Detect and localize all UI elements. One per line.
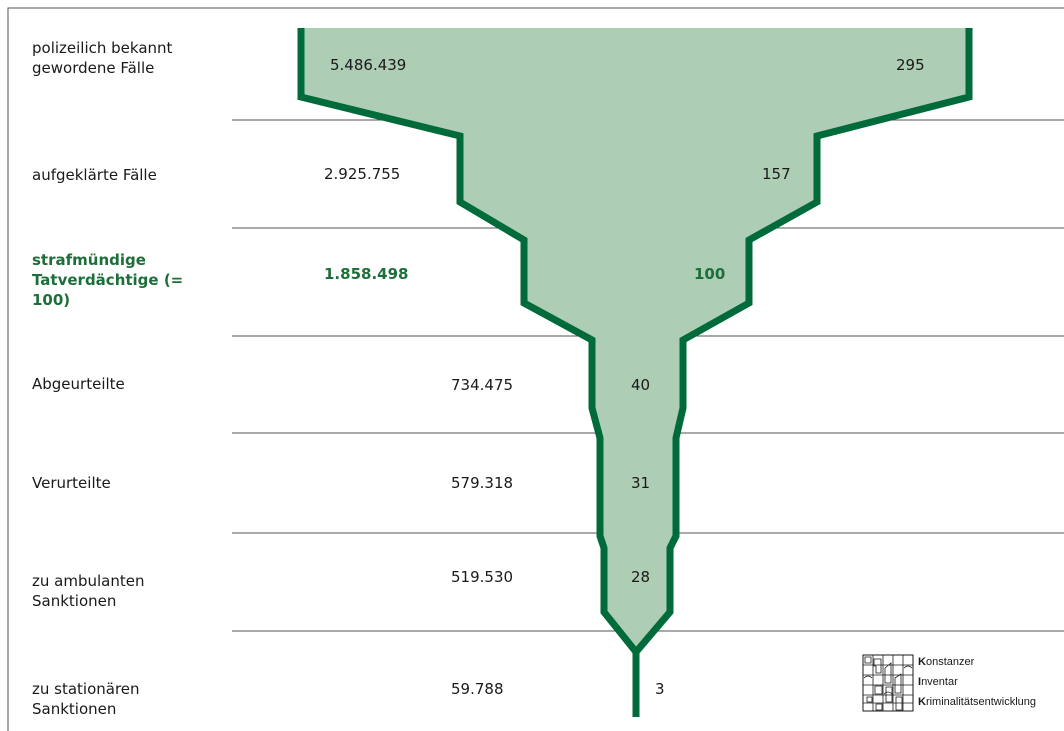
stage-label: strafmündige Tatverdächtige (= 100) [32, 251, 184, 309]
logo-line: Kriminalitätsentwicklung [918, 696, 1036, 708]
absolute-value: 734.475 [451, 376, 514, 394]
logo-line: Inventar [918, 676, 958, 688]
kik-logo: Konstanzer Inventar Kriminalitätsentwick… [862, 654, 1062, 714]
stage-label: Verurteilte [32, 474, 111, 492]
absolute-value: 59.788 [451, 680, 504, 698]
absolute-value: 5.486.439 [330, 56, 407, 74]
index-value: 100 [694, 265, 726, 283]
stage-label: zu ambulanten Sanktionen [32, 572, 145, 610]
index-value: 28 [631, 568, 651, 586]
index-value: 157 [762, 165, 791, 183]
stage-label: Abgeurteilte [32, 375, 125, 393]
stage-label: polizeilich bekannt gewordene Fälle [32, 39, 173, 77]
logo-line: Konstanzer [918, 656, 975, 668]
index-value: 40 [631, 376, 651, 394]
logo-grid-icon [862, 654, 914, 712]
chart-frame [7, 7, 1064, 731]
absolute-value: 579.318 [451, 474, 514, 492]
absolute-value: 1.858.498 [324, 265, 409, 283]
index-value: 295 [896, 56, 925, 74]
absolute-value: 519.530 [451, 568, 514, 586]
stage-label: aufgeklärte Fälle [32, 166, 157, 184]
stage-label: zu stationären Sanktionen [32, 680, 140, 718]
absolute-value: 2.925.755 [324, 165, 401, 183]
funnel-shape [297, 28, 973, 658]
index-value: 31 [631, 474, 651, 492]
index-value: 3 [655, 680, 665, 698]
